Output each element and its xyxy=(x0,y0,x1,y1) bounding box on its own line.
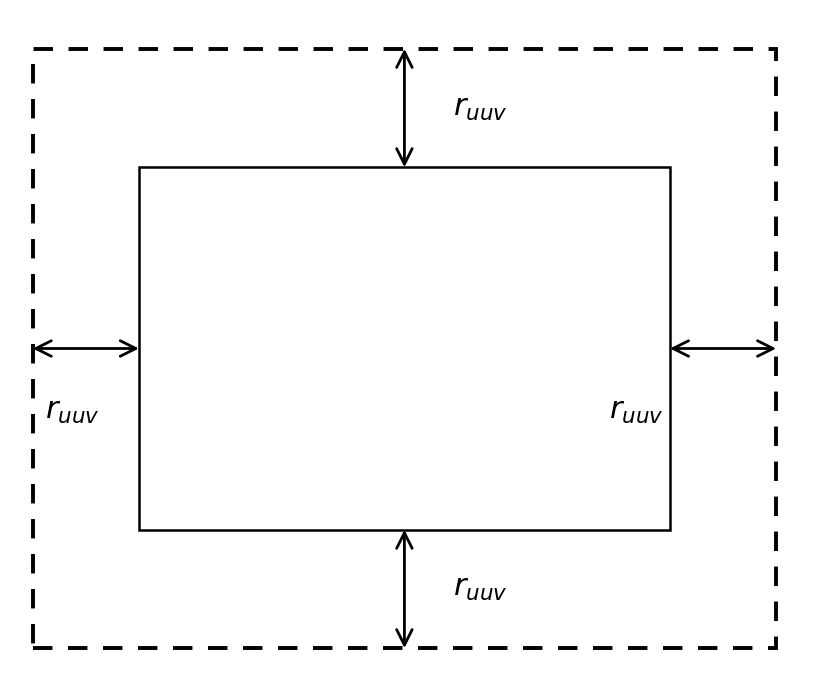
Text: $r_{uuv}$: $r_{uuv}$ xyxy=(45,397,100,426)
Text: $r_{uuv}$: $r_{uuv}$ xyxy=(609,397,663,426)
Text: $r_{uuv}$: $r_{uuv}$ xyxy=(453,574,508,604)
Text: $r_{uuv}$: $r_{uuv}$ xyxy=(453,93,508,123)
Bar xyxy=(139,167,670,530)
Bar xyxy=(33,49,776,648)
